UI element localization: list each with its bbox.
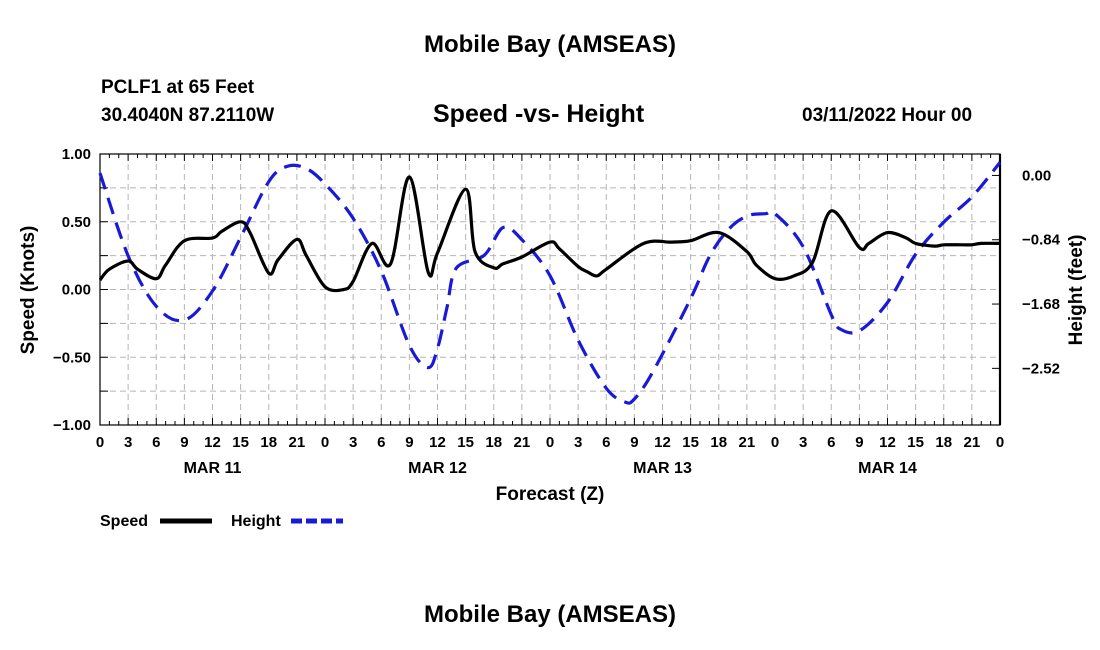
x-tick-label: 3 <box>124 434 132 451</box>
x-tick-label: 15 <box>907 434 924 451</box>
x-tick-label: 21 <box>964 434 981 451</box>
x-tick-label: 15 <box>682 434 699 451</box>
x-tick-label: 0 <box>321 434 329 451</box>
x-tick-label: 0 <box>996 434 1004 451</box>
page-title-bottom: Mobile Bay (AMSEAS) <box>423 601 677 628</box>
y-tick-label: 0.00 <box>62 282 91 299</box>
x-tick-label: 21 <box>739 434 756 451</box>
speed-series-line <box>98 175 1001 293</box>
day-label: MAR 12 <box>408 460 467 477</box>
legend-speed-label: Speed <box>100 513 148 530</box>
x-tick-label: 6 <box>602 434 610 451</box>
day-label: MAR 14 <box>858 460 917 477</box>
height-series-line <box>98 161 1002 405</box>
x-axis-label: Forecast (Z) <box>496 484 605 505</box>
x-tick-label: 0 <box>96 434 104 451</box>
y-axis-label: Speed (Knots) <box>18 226 39 355</box>
x-tick-label: 9 <box>405 434 413 451</box>
page-title-top: Mobile Bay (AMSEAS) <box>423 31 677 58</box>
y-right-tick-label: −1.68 <box>1022 296 1060 313</box>
x-tick-label: 9 <box>180 434 188 451</box>
x-tick-label: 18 <box>935 434 952 451</box>
legend: Speed Height <box>100 513 343 530</box>
x-tick-label: 21 <box>514 434 531 451</box>
x-tick-label: 18 <box>710 434 727 451</box>
x-tick-label: 0 <box>546 434 554 451</box>
x-tick-label: 18 <box>485 434 502 451</box>
x-tick-label: 12 <box>429 434 446 451</box>
x-tick-label: 3 <box>349 434 357 451</box>
coordinates-label: 30.4040N 87.2110W <box>101 105 275 126</box>
x-tick-label: 0 <box>771 434 779 451</box>
axis-ticks <box>99 153 1001 426</box>
x-tick-label: 12 <box>879 434 896 451</box>
x-tick-label: 3 <box>574 434 582 451</box>
x-tick-label: 21 <box>289 434 306 451</box>
x-tick-label: 9 <box>855 434 863 451</box>
axis-tick-labels: 0 3 6 9 12 15 18 21 0 3 6 9 12 15 18 21 0 3 6 9 12 15 18 21 0 3 6 9… <box>53 146 1061 477</box>
datetime-label: 03/11/2022 Hour 00 <box>802 105 973 126</box>
x-tick-label: 12 <box>654 434 671 451</box>
day-label: MAR 11 <box>184 460 242 477</box>
day-label: MAR 13 <box>633 460 692 477</box>
x-tick-label: 6 <box>377 434 385 451</box>
y-tick-label: 0.50 <box>62 214 91 231</box>
x-tick-label: 6 <box>152 434 160 451</box>
grid-lines <box>100 154 1000 425</box>
y-tick-label: −1.00 <box>53 417 91 434</box>
chart-subtitle: Speed -vs- Height <box>433 100 645 128</box>
station-label: PCLF1 at 65 Feet <box>101 77 255 98</box>
y-tick-label: −0.50 <box>53 349 91 366</box>
y-tick-label: 1.00 <box>62 146 91 163</box>
y-right-tick-label: −0.84 <box>1022 232 1061 249</box>
x-tick-label: 15 <box>232 434 249 451</box>
series-lines <box>98 161 1002 405</box>
legend-height-label: Height <box>231 513 281 530</box>
x-tick-label: 9 <box>630 434 638 451</box>
x-tick-label: 12 <box>204 434 221 451</box>
y-axis-right-label: Height (feet) <box>1066 235 1087 346</box>
x-tick-label: 18 <box>260 434 277 451</box>
x-tick-label: 15 <box>457 434 474 451</box>
x-tick-label: 6 <box>827 434 835 451</box>
y-right-tick-label: −2.52 <box>1022 360 1060 377</box>
y-right-tick-label: 0.00 <box>1022 167 1051 184</box>
x-tick-label: 3 <box>799 434 807 451</box>
